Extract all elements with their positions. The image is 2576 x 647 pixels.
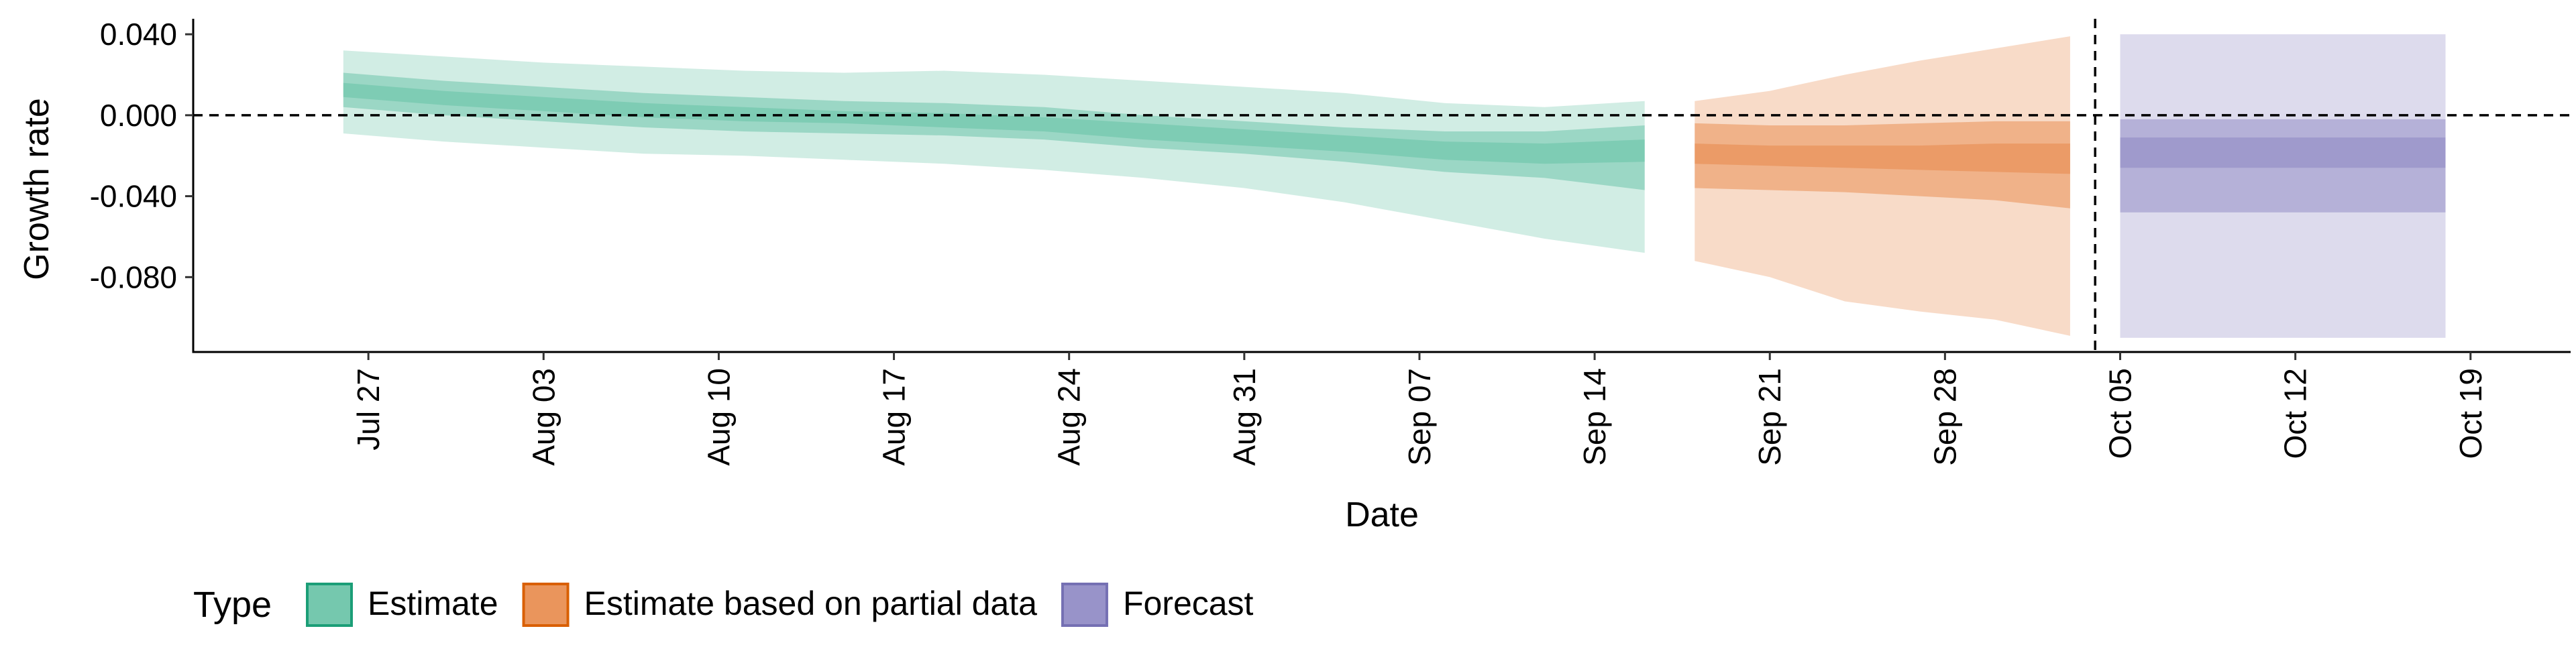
legend-label-forecast: Forecast <box>1123 585 1254 622</box>
legend-key-estimate-based-on-partial-data <box>522 583 570 627</box>
y-tick-label: -0.080 <box>90 259 177 294</box>
x-tick-label: Sep 21 <box>1752 368 1787 466</box>
estimate-band-q25 <box>343 82 1645 164</box>
estimate-band-q50 <box>343 72 1645 190</box>
x-tick-label: Aug 31 <box>1227 368 1262 466</box>
x-tick-label: Oct 12 <box>2278 368 2313 459</box>
y-tick-label: -0.040 <box>90 179 177 214</box>
y-tick-label: 0.000 <box>100 98 177 133</box>
y-tick-label: 0.040 <box>100 17 177 52</box>
x-tick-label: Sep 07 <box>1402 368 1437 466</box>
axes-layer <box>192 19 2571 353</box>
x-axis-title: Date <box>1345 495 1419 534</box>
forecast-band-q25 <box>2120 137 2446 168</box>
x-tick-label: Jul 27 <box>351 368 386 451</box>
x-tick-label: Aug 10 <box>701 368 736 466</box>
x-tick-label: Sep 14 <box>1577 368 1612 466</box>
bands-layer <box>343 34 2446 338</box>
x-tick-label: Aug 03 <box>526 368 561 466</box>
reference-lines-layer <box>193 19 2571 352</box>
x-tick-label: Oct 05 <box>2103 368 2138 459</box>
estimate-based-on-partial-data-band-q25 <box>1695 143 2070 174</box>
x-tick-label: Oct 19 <box>2453 368 2488 459</box>
x-tick-label: Sep 28 <box>1927 368 1962 466</box>
legend-title: Type <box>193 585 272 625</box>
legend-key-forecast <box>1061 583 1108 627</box>
x-tick-label: Aug 24 <box>1052 368 1087 466</box>
legend-label-estimate: Estimate <box>368 585 498 622</box>
legend-key-estimate <box>306 583 353 627</box>
x-axis-ticks: Jul 27 Aug 03 Aug 10 Aug 17 Aug 24 Aug 31 Sep … <box>351 352 2488 466</box>
legend: Type Estimate Estimate based on partial d… <box>193 583 1254 627</box>
y-axis-title: Growth rate <box>17 98 56 280</box>
legend-label-estimate-based-on-partial-data: Estimate based on partial data <box>584 585 1038 622</box>
x-tick-label: Aug 17 <box>877 368 912 466</box>
y-axis-ticks: 0.040 0.000 -0.040 -0.080 <box>90 17 193 294</box>
